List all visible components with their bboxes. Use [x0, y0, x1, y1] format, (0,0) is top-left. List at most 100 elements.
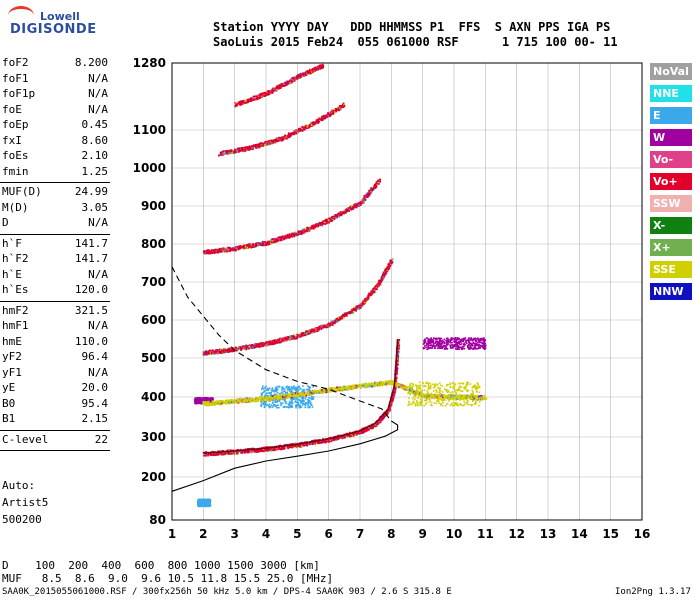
echo-dot: [468, 344, 470, 346]
echo-dot: [463, 400, 465, 403]
echo-dot: [449, 339, 452, 342]
trace-dot: [309, 227, 311, 230]
trace-dot: [394, 387, 397, 390]
trace-dot: [320, 223, 323, 226]
trace-dot: [312, 227, 315, 230]
trace-dot: [296, 333, 299, 336]
echo-dot: [210, 398, 212, 400]
trace-dot: [280, 338, 283, 341]
echo-dot: [471, 348, 474, 350]
echo-dot: [308, 389, 311, 392]
echo-dot: [460, 390, 463, 393]
echo-dot: [439, 387, 442, 389]
header-row1: Station YYYY DAY DDD HHMMSS P1 FFS S AXN…: [213, 20, 611, 34]
trace-dot: [228, 349, 231, 352]
trace-dot: [291, 338, 294, 340]
trace-dot: [222, 351, 225, 353]
echo-dot: [295, 397, 298, 400]
echo-dot: [453, 345, 456, 348]
trace-dot: [202, 353, 205, 356]
echo-dot: [427, 391, 429, 394]
echo-dot: [429, 382, 431, 385]
trace-dot: [304, 229, 307, 232]
echo-dot: [262, 403, 264, 406]
echo-dot: [281, 398, 284, 401]
trace-dot: [318, 221, 321, 224]
trace-dot: [288, 338, 291, 341]
trace-dot: [240, 349, 243, 351]
echo-dot: [208, 501, 210, 504]
trace-dot: [222, 248, 225, 251]
trace-dot: [368, 292, 370, 295]
trace-dot: [205, 250, 208, 253]
echo-dot: [482, 345, 485, 348]
trace-dot: [291, 235, 294, 238]
echo-dot: [264, 404, 267, 406]
echo-dot: [440, 340, 442, 343]
trace-dot: [328, 219, 330, 222]
echo-dot: [479, 346, 481, 349]
trace-dot: [318, 442, 321, 445]
trace-dot: [286, 233, 289, 236]
echo-dot: [290, 390, 293, 392]
echo-dot: [291, 400, 293, 402]
echo-dot: [407, 392, 409, 395]
trace-dot: [370, 427, 373, 430]
trace-dot: [267, 240, 269, 243]
echo-dot: [428, 342, 430, 344]
echo-dot: [410, 403, 412, 406]
echo-dot: [469, 342, 472, 344]
echo-dot: [285, 387, 288, 389]
echo-dot: [475, 344, 477, 347]
echo-dot: [445, 343, 448, 346]
echo-dot: [478, 391, 481, 394]
echo-dot: [308, 401, 311, 403]
trace-dot: [278, 446, 281, 449]
echo-dot: [302, 385, 304, 387]
trace-dot: [242, 247, 245, 250]
echo-dot: [435, 384, 437, 387]
echo-dot: [482, 340, 484, 342]
echo-dot: [200, 399, 203, 402]
trace-dot: [211, 249, 214, 252]
echo-dot: [295, 404, 298, 406]
trace-dot: [355, 307, 358, 310]
trace-dot: [382, 276, 385, 279]
trace-dot: [376, 285, 379, 288]
echo-dot: [456, 402, 458, 405]
echo-dot: [443, 398, 445, 401]
trace-dot: [248, 449, 251, 452]
param-row: yF2 96.4: [2, 350, 108, 365]
trace-dot: [226, 449, 229, 452]
echo-dot: [462, 345, 464, 348]
echo-dot: [427, 340, 429, 343]
trace-dot: [379, 283, 382, 286]
trace-dot: [219, 349, 222, 351]
echo-dot: [436, 400, 438, 402]
trace-dot: [250, 343, 253, 346]
trace-dot: [355, 305, 358, 308]
trace-dot: [273, 339, 275, 342]
echo-dot: [268, 403, 271, 406]
trace-dot: [287, 336, 290, 338]
trace-dot: [309, 330, 312, 332]
trace-dot: [271, 342, 273, 344]
echo-dot: [459, 346, 462, 349]
echo-dot: [274, 401, 276, 403]
echo-dot: [466, 389, 468, 392]
param-name: yF2: [2, 350, 22, 363]
param-row: foF2 8.200: [2, 56, 108, 71]
trace-dot: [267, 243, 270, 246]
echo-dot: [288, 404, 290, 406]
param-name: hmF1: [2, 319, 29, 332]
echo-dot: [205, 397, 207, 400]
echo-dot: [273, 404, 275, 406]
trace-dot: [310, 225, 313, 228]
trace-dot: [301, 228, 304, 231]
trace-dot: [309, 443, 311, 445]
echo-dot: [447, 391, 449, 394]
trace-dot: [293, 235, 296, 238]
echo-dot: [460, 343, 463, 345]
trace-dot: [269, 449, 272, 452]
trace-dot: [225, 350, 228, 353]
